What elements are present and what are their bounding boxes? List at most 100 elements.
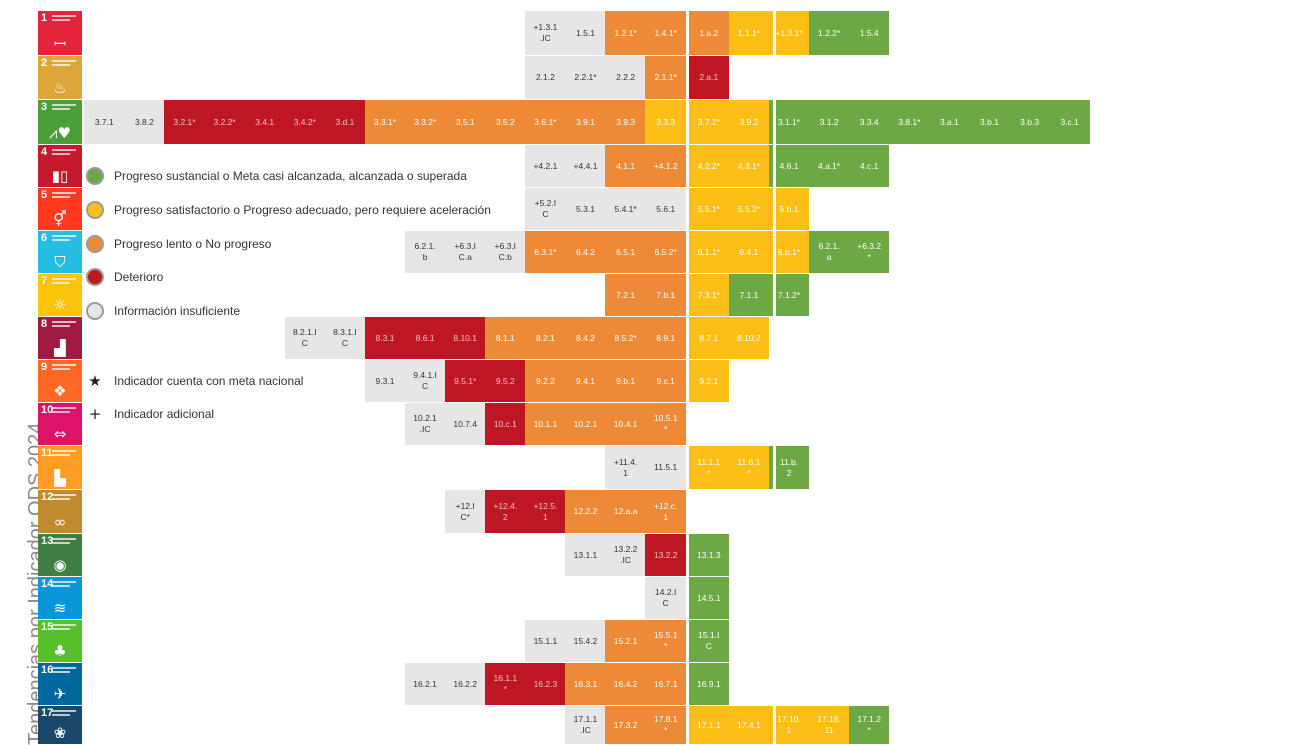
goal-8-growth-chart-icon: 8 ▟ [38,317,82,360]
indicator-cell: 5.3.1 [565,188,606,230]
indicator-cell: 3.b.3 [1009,100,1050,144]
indicator-cell: 9.2.2 [525,360,566,402]
goal-number: 9 [41,361,48,373]
legend-item: Progreso satisfactorio o Progreso adecua… [86,199,491,221]
indicator-cell: +12.I C* [444,490,486,533]
legend-label: Indicador cuenta con meta nacional [114,374,304,388]
indicator-cell: 3.3.3 [645,100,686,144]
goal-caption-line [52,494,76,496]
indicator-cell: 6.2.1. b [404,231,446,273]
indicator-cell: +4.1.2 [645,145,686,187]
indicator-cell: 3.7.2* [688,100,730,144]
indicator-cell: 11.6.1 * [728,446,770,489]
indicator-cell: 7.b.1 [645,274,686,316]
indicator-cell: 4.c.1 [848,145,890,187]
goal-2-food-bowl-icon: 2 ♨ [38,56,82,100]
goal-caption-line [52,667,76,669]
indicator-cell: 13.1.1 [565,534,606,576]
legend-gray-dot-icon [86,302,104,320]
indicator-cell: 14.2.I C [645,577,686,619]
indicator-cell: 13.2.2 [645,534,686,576]
legend-item: Progreso sustancial o Meta casi alcanzad… [86,165,467,187]
indicator-cell: 2.a.1 [688,56,730,99]
indicator-cell: 17.1.1 [688,706,730,744]
goal-number: 11 [41,447,53,459]
cubes-icon: ❖ [53,382,67,400]
equal-arrows-icon: ⇔ [53,425,67,443]
star-icon: ★ [88,372,102,390]
indicator-cell: 6.1.1* [688,231,730,273]
legend-label: Progreso satisfactorio o Progreso adecua… [114,203,491,217]
goal-caption-line [52,628,70,630]
indicator-cell: 5.6.1 [645,188,686,230]
goal-number: 2 [41,57,48,69]
goal-caption-line [52,149,76,151]
legend-item: Progreso lento o No progreso [86,233,271,255]
goal-number: 8 [41,318,48,330]
goal-number: 12 [41,491,54,503]
goal-number: 17 [41,707,54,719]
indicator-cell: 14.5.1 [688,577,730,619]
goal-caption-line [52,235,76,237]
indicator-cell: 9.4.1.I C [404,360,446,402]
legend-item: Deterioro [86,266,163,288]
indicator-cell: 3.9.2 [728,100,770,144]
legend-item: ★ Indicador cuenta con meta nacional [86,370,303,392]
indicator-cell: +12.5. 1 [525,490,566,533]
goal-caption-line [52,585,70,587]
indicator-cell: 1.2.2* [808,11,850,55]
indicator-cell: +1.3.1 .IC [525,11,566,55]
indicator-cell: 15.1.1 [525,620,566,662]
goal-caption-line [52,196,70,198]
goal-caption-line [52,364,76,366]
indicator-cell: 5.5.1* [688,188,730,230]
indicator-cell: 16.4.2 [605,663,646,705]
indicator-cell: 4.a.1* [808,145,850,187]
indicator-cell: 8.3.1.I C [324,317,366,359]
infinity-icon: ∞ [53,513,67,531]
indicator-cell: 17.4.1 [728,706,770,744]
indicator-cell: 10.4.1 [605,403,646,445]
indicator-cell: 9.5.1* [444,360,486,402]
indicator-cell: +12.c. 1 [645,490,686,533]
goal-12-infinity-icon: 12 ∞ [38,490,82,534]
indicator-cell: 13.1.3 [688,534,730,576]
indicator-cell: 8.3.1 [364,317,406,359]
indicator-cell: 5.4.1* [605,188,646,230]
indicator-cell: 16.3.1 [565,663,606,705]
goal-6-water-glass-icon: 6 ⛉ [38,231,82,274]
goal-caption-line [52,407,76,409]
column-separator [773,11,776,745]
indicator-cell: 3.8.2 [124,100,165,144]
indicator-cell: 15.2.1 [605,620,646,662]
indicator-cell: 7.3.1* [688,274,730,316]
indicator-cell: 1.2.1* [605,11,646,55]
indicator-cell: 8.10.2 [728,317,770,359]
open-book-icon: ▮▯ [51,167,69,185]
indicator-cell: +6.3.I C.b [485,231,526,273]
heartbeat-icon: ⩘♥ [49,124,71,142]
goal-caption-line [52,108,70,110]
fish-waves-icon: ≋ [53,599,67,617]
goal-caption-line [52,104,76,106]
indicator-cell: 6.4.2 [565,231,606,273]
indicator-cell: 16.1.1 * [485,663,526,705]
indicator-cell: 9.5.2 [485,360,526,402]
goal-number: 16 [41,664,54,676]
sun-energy-icon: ☼ [53,296,67,314]
goal-caption-line [52,153,70,155]
indicator-cell: 3.3.1* [364,100,406,144]
indicator-cell: 3.7.1 [84,100,125,144]
goal-10-equal-arrows-icon: 10 ⇔ [38,403,82,446]
indicator-cell: 10.7.4 [444,403,486,445]
goal-13-eye-globe-icon: 13 ◉ [38,534,82,577]
indicator-cell: 3.3.2* [404,100,446,144]
goal-number: 6 [41,232,48,244]
indicator-cell: 8.5.2* [605,317,646,359]
indicator-cell: 4.2.2* [688,145,730,187]
goal-number: 7 [41,275,48,287]
goal-5-gender-equality-icon: 5 ⚥ [38,188,82,231]
goal-caption-line [52,538,76,540]
indicator-cell: 5.5.2* [728,188,770,230]
